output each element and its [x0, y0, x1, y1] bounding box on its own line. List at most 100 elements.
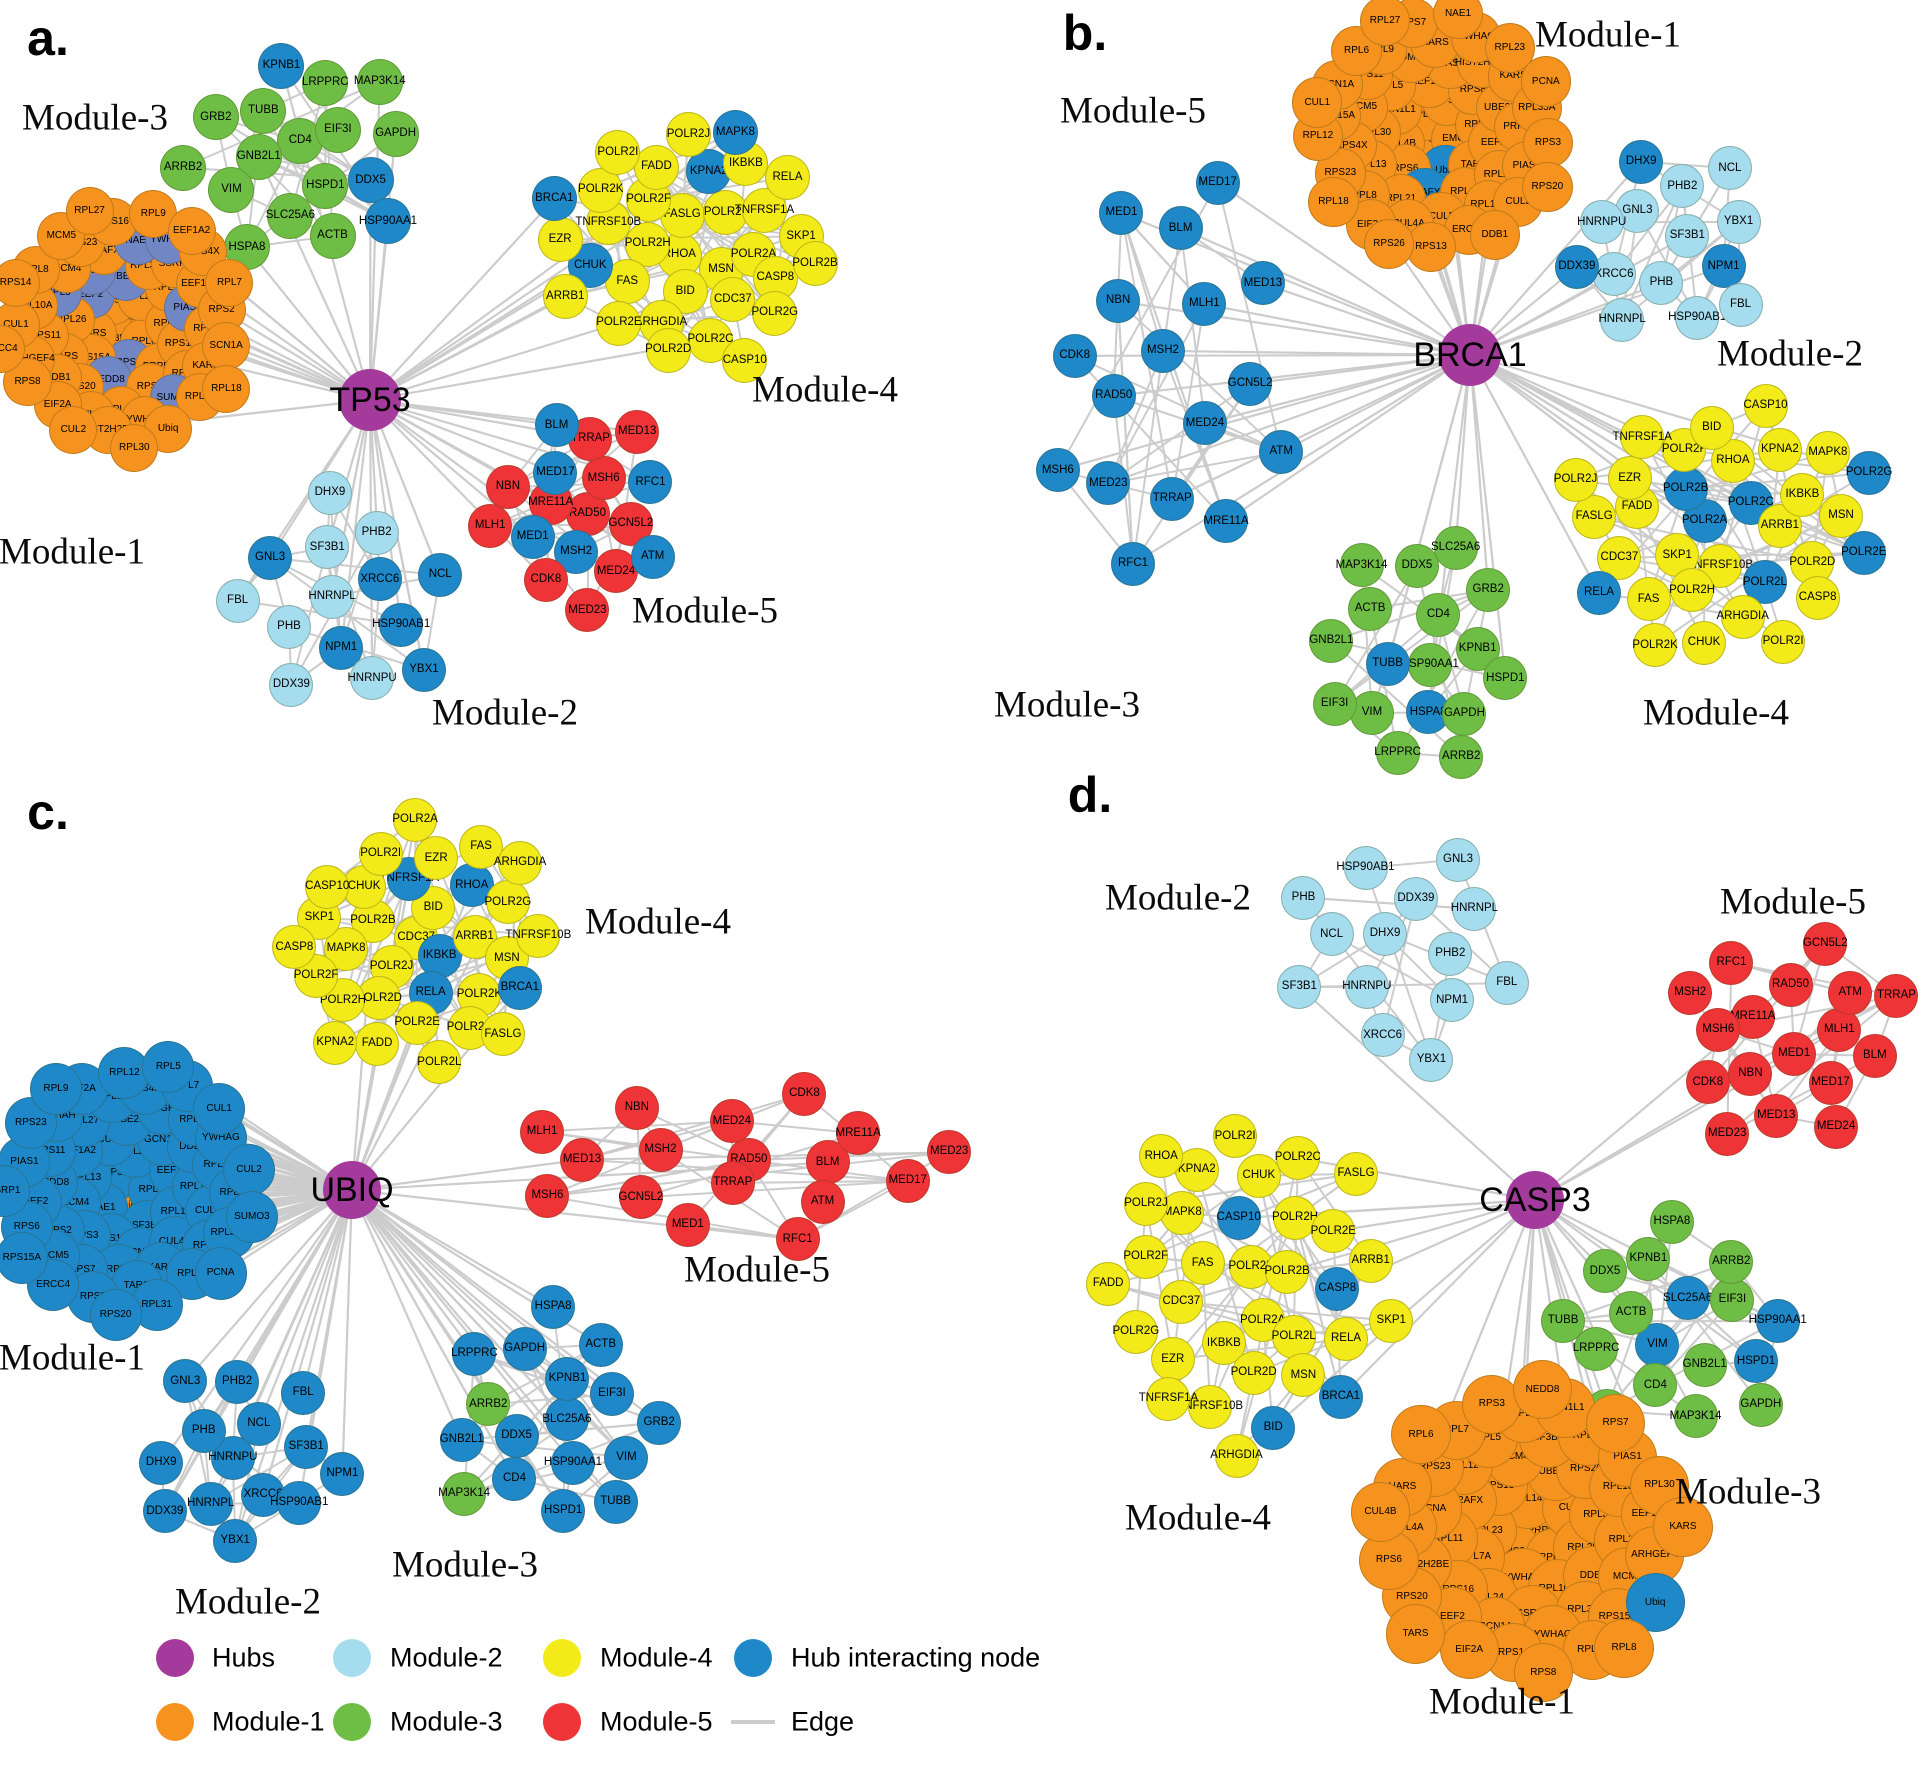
node-label: CUL1 [1304, 96, 1331, 108]
node-label: CDC37 [397, 931, 436, 944]
edge [1204, 303, 1471, 357]
node-label: SKP1 [786, 229, 816, 242]
edge [461, 1438, 627, 1459]
node-label: DDX39 [272, 678, 310, 691]
legend-swatch-m1 [156, 1703, 194, 1741]
node-label: BLM [1863, 1049, 1887, 1061]
node-EZR: EZR [1150, 1337, 1195, 1382]
node-label: RPL24 [119, 1146, 150, 1158]
node-EZR: EZR [414, 836, 459, 881]
node-RPL30: RPL30 [110, 423, 159, 472]
edge [351, 1188, 798, 1241]
node-POLR2L: POLR2L [417, 1040, 461, 1085]
edge [341, 1189, 354, 1474]
node-PHB: PHB [1281, 875, 1326, 920]
edge [1280, 354, 1471, 453]
node-label: CDC37 [1600, 551, 1639, 564]
node-label: RPS11 [34, 1144, 66, 1156]
node-BRCA1: BRCA1 [497, 965, 542, 1010]
node-POLR2H: POLR2H [1669, 568, 1716, 613]
node-PHB2: PHB2 [1660, 164, 1705, 209]
node-SLC25A6: SLC25A6 [1663, 1276, 1712, 1321]
node-label: POLR2H [1669, 583, 1716, 596]
node-HSP90AA1: HSP90AA1 [544, 1441, 602, 1486]
node-label: CUL5 [1428, 211, 1455, 222]
node-label: RPS2 [208, 304, 235, 316]
node-label: TUBB [1372, 656, 1403, 669]
node-label: BLM [815, 1155, 840, 1168]
node-BID: BID [1251, 1405, 1296, 1450]
node-KPNA2: KPNA2 [1757, 428, 1802, 473]
node-label: ARRB1 [1760, 518, 1800, 531]
node-label: XRCC6 [1363, 1028, 1403, 1041]
node-label: KPNB1 [1458, 642, 1497, 655]
node-FBL: FBL [1718, 282, 1763, 327]
edge [1120, 212, 1164, 352]
hub-label: UBIQ [310, 1170, 394, 1209]
node-label: BID [1702, 421, 1722, 434]
edge [262, 1189, 354, 1496]
node-label: XRCC6 [360, 572, 400, 585]
edge [351, 1189, 574, 1464]
node-label: TARS [1460, 158, 1487, 170]
node-label: HSP90AB1 [1668, 311, 1727, 324]
node-MED1: MED1 [1772, 1032, 1817, 1077]
node-label: HSP90AB1 [1336, 860, 1395, 873]
hub-label: CASP3 [1479, 1180, 1591, 1219]
node-label: MED24 [712, 1114, 751, 1127]
node-NCL: NCL [1707, 146, 1752, 191]
node-TRRAP: TRRAP [1874, 973, 1919, 1018]
module-label-b-module-4: Module-4 [1643, 692, 1789, 734]
node-HNRNPL: HNRNPL [308, 574, 356, 619]
node-label: RPL7A [1459, 1551, 1492, 1563]
node-label: MED1 [1778, 1047, 1811, 1060]
node-POLR2B: POLR2B [792, 241, 838, 287]
node-label: MLH1 [1823, 1022, 1855, 1035]
node-label: EIF3I [598, 1387, 626, 1400]
edge [1298, 986, 1536, 1201]
node-label: LRPPRC [1374, 746, 1421, 759]
edge [350, 1189, 463, 1441]
node-label: RPL8 [1351, 189, 1377, 201]
node-label: MRE11A [1203, 514, 1249, 527]
module-label-b-module-1: Module-1 [1535, 14, 1681, 56]
node-label: RPL11 [1450, 186, 1480, 198]
edge [1562, 1260, 1732, 1323]
node-RAD50: RAD50 [1091, 373, 1136, 418]
node-MED13: MED13 [1754, 1093, 1799, 1138]
node-label: RPL24 [1483, 169, 1515, 181]
node-label: PHB2 [222, 1375, 253, 1388]
node-MED17: MED17 [533, 450, 578, 495]
node-label: MCM4 [59, 1197, 90, 1209]
node-label: MAP3K14 [1669, 1409, 1722, 1422]
node-RPS3: RPS3 [1522, 117, 1574, 169]
node-label: POLR2J [369, 959, 414, 972]
hub-brca1: BRCA1 [1413, 324, 1527, 386]
node-label: RPS7 [1400, 16, 1427, 28]
node-label: MCM4 [52, 262, 82, 274]
node-label: HNRNPL [1450, 902, 1499, 915]
node-label: RPS13 [164, 338, 197, 350]
legend-label-m4: Module-4 [600, 1642, 713, 1673]
node-label: ARRB1 [455, 930, 494, 943]
edge [1171, 354, 1471, 501]
edge [1647, 1258, 1762, 1406]
node-label: SLC25A6 [265, 209, 315, 222]
node-label: SF3B3 [1532, 1432, 1564, 1444]
legend-swatch-m2 [333, 1639, 371, 1677]
edge [269, 557, 425, 672]
node-label: TNFRSF1A [379, 872, 440, 885]
node-label: RPL27 [1369, 14, 1401, 26]
legend-swatch-m5 [543, 1703, 581, 1741]
node-HSPA8: HSPA8 [531, 1285, 576, 1330]
node-TUBB: TUBB [1365, 641, 1410, 686]
node-POLR2E: POLR2E [1841, 530, 1886, 575]
node-label: DDX5 [1401, 559, 1433, 572]
node-label: RPS8 [14, 375, 41, 387]
node-label: HNRNPL [308, 589, 356, 602]
node-label: ARHGDIA [1210, 1448, 1263, 1461]
node-label: RPL30 [1644, 1479, 1675, 1491]
node-BID: BID [1689, 405, 1734, 450]
node-CASP8: CASP8 [272, 925, 317, 970]
node-label: RPL14 [1409, 109, 1440, 121]
